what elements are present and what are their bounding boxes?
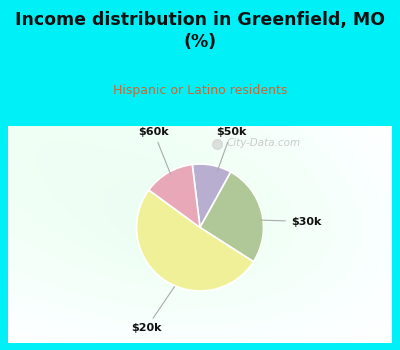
Text: Income distribution in Greenfield, MO
(%): Income distribution in Greenfield, MO (%… (15, 10, 385, 51)
Text: $20k: $20k (131, 287, 174, 333)
Text: City-Data.com: City-Data.com (227, 138, 301, 148)
Wedge shape (136, 190, 254, 291)
Text: Hispanic or Latino residents: Hispanic or Latino residents (113, 84, 287, 97)
Text: $50k: $50k (216, 127, 246, 171)
Text: $30k: $30k (261, 217, 321, 226)
Text: $60k: $60k (138, 127, 170, 174)
Wedge shape (192, 164, 231, 228)
Wedge shape (149, 164, 200, 228)
Wedge shape (200, 172, 264, 262)
